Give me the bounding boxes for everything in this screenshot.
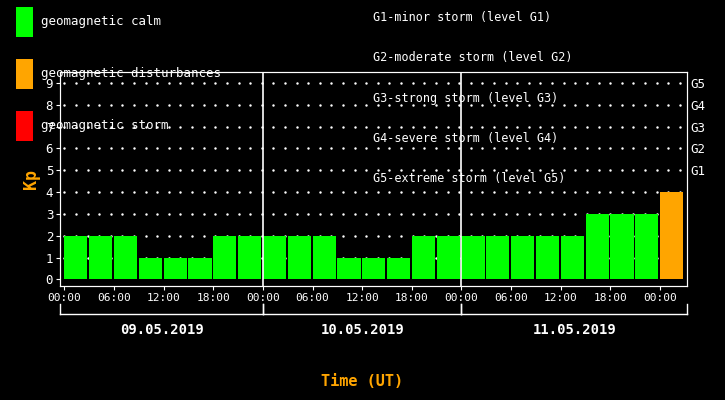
Text: Time (UT): Time (UT) [321, 374, 404, 390]
Bar [586, 214, 609, 280]
Text: G3-strong storm (level G3): G3-strong storm (level G3) [373, 92, 559, 104]
Bar [263, 236, 286, 280]
Bar [89, 236, 112, 280]
Bar [436, 236, 460, 280]
Bar [536, 236, 559, 280]
Bar [560, 236, 584, 280]
Bar [337, 258, 360, 280]
Bar [65, 236, 88, 280]
Bar [288, 236, 311, 280]
Bar [213, 236, 236, 280]
Bar [138, 258, 162, 280]
Text: 10.05.2019: 10.05.2019 [320, 323, 404, 337]
Bar [610, 214, 634, 280]
Bar [164, 258, 187, 280]
Bar [312, 236, 336, 280]
Bar [660, 192, 683, 280]
Text: G1-minor storm (level G1): G1-minor storm (level G1) [373, 12, 552, 24]
Bar [238, 236, 261, 280]
Bar [511, 236, 534, 280]
Text: 11.05.2019: 11.05.2019 [532, 323, 616, 337]
Text: G2-moderate storm (level G2): G2-moderate storm (level G2) [373, 52, 573, 64]
Text: 09.05.2019: 09.05.2019 [120, 323, 204, 337]
Text: G4-severe storm (level G4): G4-severe storm (level G4) [373, 132, 559, 144]
Bar [486, 236, 510, 280]
Y-axis label: Kp: Kp [22, 169, 40, 189]
Text: G5-extreme storm (level G5): G5-extreme storm (level G5) [373, 172, 566, 184]
Bar [362, 258, 385, 280]
Bar [188, 258, 212, 280]
Text: geomagnetic storm: geomagnetic storm [41, 120, 168, 132]
Bar [387, 258, 410, 280]
Text: geomagnetic calm: geomagnetic calm [41, 16, 161, 28]
Text: geomagnetic disturbances: geomagnetic disturbances [41, 68, 220, 80]
Bar [114, 236, 137, 280]
Bar [635, 214, 658, 280]
Bar [461, 236, 484, 280]
Bar [412, 236, 435, 280]
